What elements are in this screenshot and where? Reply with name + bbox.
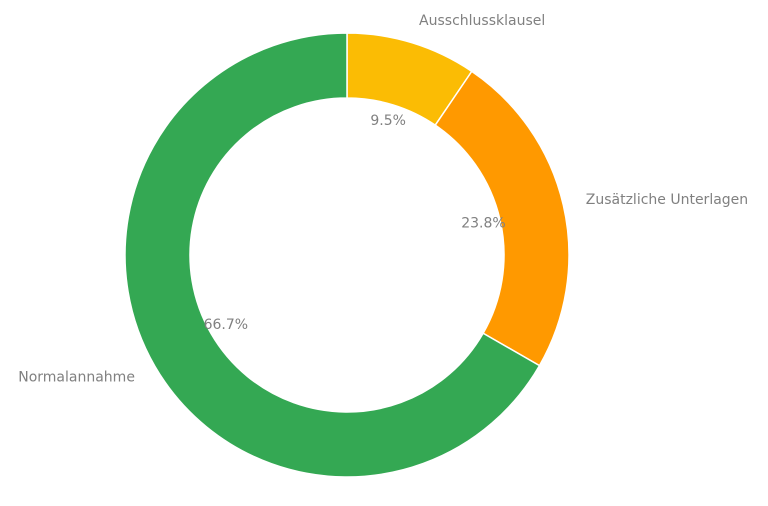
category-label-normalannahme: Normalannahme <box>18 370 135 386</box>
percent-label-normalannahme: 66.7% <box>204 317 248 333</box>
percent-label-ausschlussklausel: 9.5% <box>370 113 406 129</box>
percent-label-zusatzliche-unterlagen: 23.8% <box>461 216 505 232</box>
donut-slices <box>124 32 570 478</box>
slice-normalannahme <box>124 32 541 478</box>
category-label-ausschlussklausel: Ausschlussklausel <box>419 13 545 29</box>
category-label-zusatzliche-unterlagen: Zusätzliche Unterlagen <box>586 192 748 208</box>
donut-labels: 9.5% Ausschlussklausel 23.8% Zusätzliche Un… <box>18 13 748 386</box>
